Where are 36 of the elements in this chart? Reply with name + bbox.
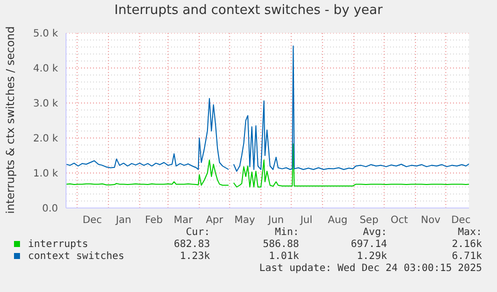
y-axis-title: interrupts & ctx switches / second xyxy=(4,26,17,214)
y-tick-label: 2.0 k xyxy=(33,134,58,145)
x-tick-label: Nov xyxy=(420,215,440,226)
text: 697.14 xyxy=(350,239,387,250)
x-tick-label: Dec xyxy=(82,215,102,226)
legend-label: context switches xyxy=(27,251,124,262)
y-tick-label: 5.0 k xyxy=(33,28,58,40)
text: 1.29k xyxy=(356,251,387,262)
x-tick-label: Apr xyxy=(206,215,224,226)
legend-label: interrupts xyxy=(27,239,88,250)
text: Min: xyxy=(274,227,299,238)
text: 2.16k xyxy=(452,239,482,250)
x-tick-label: Oct xyxy=(390,215,408,226)
text: Max: xyxy=(458,227,482,238)
chart-title: Interrupts and context switches - by year xyxy=(113,3,384,18)
y-tick-label: 1.0 k xyxy=(33,168,58,180)
text: 682.83 xyxy=(174,239,210,250)
text: 6.71k xyxy=(452,251,482,262)
x-tick-label: Jan xyxy=(114,215,132,226)
text: 1.01k xyxy=(268,251,299,262)
x-tick-label: Sep xyxy=(360,215,378,226)
x-tick-label: Mar xyxy=(174,215,194,226)
text: Avg: xyxy=(362,227,387,238)
x-tick-label: Aug xyxy=(328,215,348,226)
y-tick-label: 0.0 xyxy=(42,204,58,215)
x-tick-label: Feb xyxy=(145,215,163,226)
text: 1.23k xyxy=(180,251,210,262)
y-tick-label: 4.0 k xyxy=(33,64,58,75)
x-tick-label: May xyxy=(234,215,256,226)
x-tick-label: Jun xyxy=(267,215,284,226)
text: 586.88 xyxy=(262,239,299,250)
x-tick-label: Dec xyxy=(451,215,471,226)
x-tick-label: Jul xyxy=(299,215,312,226)
y-tick-label: 3.0 k xyxy=(33,98,58,110)
text: Cur: xyxy=(186,227,210,238)
text: Last update: Wed Dec 24 03:00:15 2025 xyxy=(259,263,482,274)
